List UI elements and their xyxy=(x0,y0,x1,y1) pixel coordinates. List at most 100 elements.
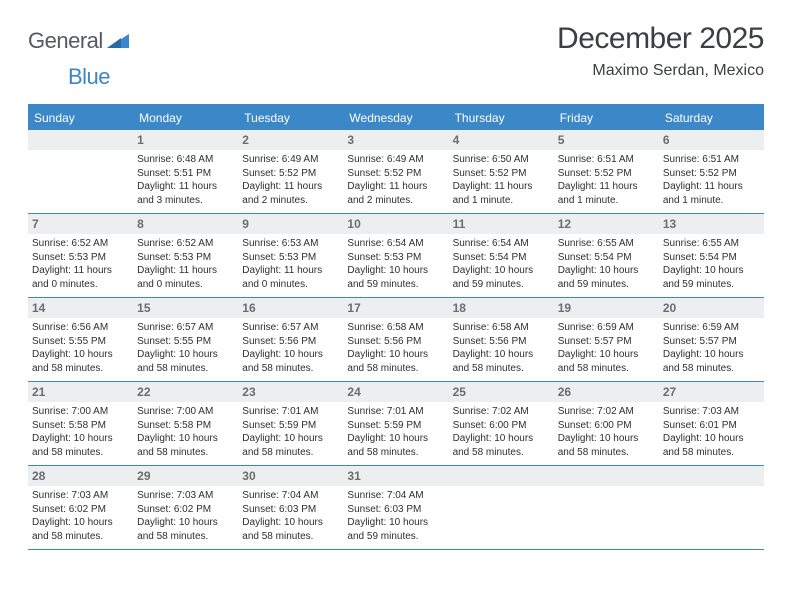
day-detail-line: and 58 minutes. xyxy=(32,362,129,376)
day-detail-line: Sunrise: 6:51 AM xyxy=(558,153,655,167)
day-detail-line: Daylight: 11 hours xyxy=(453,180,550,194)
day-detail-line xyxy=(663,530,760,544)
day-cell: 24Sunrise: 7:01 AMSunset: 5:59 PMDayligh… xyxy=(343,382,448,465)
brand-part1: General xyxy=(28,28,103,54)
day-number: 2 xyxy=(238,130,343,150)
day-cell: 27Sunrise: 7:03 AMSunset: 6:01 PMDayligh… xyxy=(659,382,764,465)
day-detail-line: Sunrise: 6:53 AM xyxy=(242,237,339,251)
day-detail-line xyxy=(663,489,760,503)
day-cell: 2Sunrise: 6:49 AMSunset: 5:52 PMDaylight… xyxy=(238,130,343,213)
day-detail-line: Sunset: 5:56 PM xyxy=(453,335,550,349)
day-cell: 26Sunrise: 7:02 AMSunset: 6:00 PMDayligh… xyxy=(554,382,659,465)
day-cell xyxy=(449,466,554,549)
day-detail-line: Daylight: 10 hours xyxy=(32,348,129,362)
day-detail-line: Sunset: 5:53 PM xyxy=(32,251,129,265)
day-number: 28 xyxy=(28,466,133,486)
day-detail-line xyxy=(663,503,760,517)
day-detail-line: Daylight: 10 hours xyxy=(32,432,129,446)
day-detail-line: Sunrise: 6:58 AM xyxy=(347,321,444,335)
day-detail-line: Sunset: 5:53 PM xyxy=(347,251,444,265)
day-detail-line: Sunrise: 6:52 AM xyxy=(32,237,129,251)
day-detail-line: Daylight: 10 hours xyxy=(663,432,760,446)
day-cell: 21Sunrise: 7:00 AMSunset: 5:58 PMDayligh… xyxy=(28,382,133,465)
day-detail-line: Sunrise: 7:03 AM xyxy=(32,489,129,503)
day-detail-line xyxy=(453,503,550,517)
day-detail-line: Sunrise: 7:03 AM xyxy=(663,405,760,419)
week-row: 7Sunrise: 6:52 AMSunset: 5:53 PMDaylight… xyxy=(28,214,764,298)
day-cell: 8Sunrise: 6:52 AMSunset: 5:53 PMDaylight… xyxy=(133,214,238,297)
day-detail-line: Daylight: 10 hours xyxy=(32,516,129,530)
day-detail-line: Sunrise: 7:04 AM xyxy=(347,489,444,503)
day-detail-line: and 58 minutes. xyxy=(242,446,339,460)
day-detail-line: Sunset: 6:02 PM xyxy=(137,503,234,517)
day-detail-line: Sunrise: 7:00 AM xyxy=(137,405,234,419)
day-detail-line: and 59 minutes. xyxy=(347,530,444,544)
day-detail-line: Daylight: 11 hours xyxy=(137,264,234,278)
day-detail-line: Sunset: 5:52 PM xyxy=(453,167,550,181)
day-cell: 18Sunrise: 6:58 AMSunset: 5:56 PMDayligh… xyxy=(449,298,554,381)
day-cell: 3Sunrise: 6:49 AMSunset: 5:52 PMDaylight… xyxy=(343,130,448,213)
day-cell: 15Sunrise: 6:57 AMSunset: 5:55 PMDayligh… xyxy=(133,298,238,381)
day-cell: 4Sunrise: 6:50 AMSunset: 5:52 PMDaylight… xyxy=(449,130,554,213)
day-cell: 23Sunrise: 7:01 AMSunset: 5:59 PMDayligh… xyxy=(238,382,343,465)
weeks-container: 1Sunrise: 6:48 AMSunset: 5:51 PMDaylight… xyxy=(28,130,764,550)
day-number: 9 xyxy=(238,214,343,234)
day-detail-line: Sunrise: 7:02 AM xyxy=(558,405,655,419)
day-detail-line xyxy=(453,489,550,503)
title-block: December 2025 Maximo Serdan, Mexico xyxy=(557,22,764,80)
day-detail-line: Sunset: 6:03 PM xyxy=(242,503,339,517)
day-detail-line: Sunrise: 6:52 AM xyxy=(137,237,234,251)
day-detail-line: Sunrise: 6:57 AM xyxy=(137,321,234,335)
day-detail-line: and 58 minutes. xyxy=(32,446,129,460)
day-detail-line: Sunrise: 7:03 AM xyxy=(137,489,234,503)
day-detail-line: Sunrise: 7:01 AM xyxy=(347,405,444,419)
day-number: 17 xyxy=(343,298,448,318)
day-detail-line: and 0 minutes. xyxy=(242,278,339,292)
day-number: 16 xyxy=(238,298,343,318)
day-detail-line: Daylight: 10 hours xyxy=(347,516,444,530)
day-detail-line: Sunset: 6:01 PM xyxy=(663,419,760,433)
day-cell: 20Sunrise: 6:59 AMSunset: 5:57 PMDayligh… xyxy=(659,298,764,381)
day-detail-line: Sunset: 5:59 PM xyxy=(242,419,339,433)
day-detail-line: Daylight: 10 hours xyxy=(242,432,339,446)
brand-logo: General xyxy=(28,22,131,54)
day-detail-line: Sunrise: 7:04 AM xyxy=(242,489,339,503)
day-cell: 16Sunrise: 6:57 AMSunset: 5:56 PMDayligh… xyxy=(238,298,343,381)
day-cell: 28Sunrise: 7:03 AMSunset: 6:02 PMDayligh… xyxy=(28,466,133,549)
week-row: 14Sunrise: 6:56 AMSunset: 5:55 PMDayligh… xyxy=(28,298,764,382)
day-detail-line xyxy=(453,530,550,544)
day-detail-line: and 58 minutes. xyxy=(137,530,234,544)
day-detail-line: Sunrise: 6:58 AM xyxy=(453,321,550,335)
day-number: 7 xyxy=(28,214,133,234)
day-detail-line: Sunrise: 6:49 AM xyxy=(347,153,444,167)
day-number xyxy=(449,466,554,486)
day-number: 4 xyxy=(449,130,554,150)
day-detail-line: Sunset: 5:53 PM xyxy=(242,251,339,265)
day-number: 31 xyxy=(343,466,448,486)
day-detail-line: Sunset: 6:00 PM xyxy=(558,419,655,433)
day-cell xyxy=(659,466,764,549)
weekday-sun: Sunday xyxy=(28,106,133,130)
day-detail-line: Sunset: 5:56 PM xyxy=(242,335,339,349)
day-detail-line: and 2 minutes. xyxy=(347,194,444,208)
day-number: 12 xyxy=(554,214,659,234)
day-detail-line xyxy=(558,489,655,503)
day-detail-line: Daylight: 10 hours xyxy=(558,348,655,362)
day-detail-line xyxy=(32,180,129,194)
day-detail-line: Sunset: 6:03 PM xyxy=(347,503,444,517)
day-cell: 6Sunrise: 6:51 AMSunset: 5:52 PMDaylight… xyxy=(659,130,764,213)
week-row: 21Sunrise: 7:00 AMSunset: 5:58 PMDayligh… xyxy=(28,382,764,466)
day-cell: 12Sunrise: 6:55 AMSunset: 5:54 PMDayligh… xyxy=(554,214,659,297)
day-number xyxy=(659,466,764,486)
day-detail-line: and 1 minute. xyxy=(663,194,760,208)
calendar-grid: Sunday Monday Tuesday Wednesday Thursday… xyxy=(28,104,764,550)
day-detail-line: Sunrise: 6:54 AM xyxy=(347,237,444,251)
day-detail-line: Daylight: 11 hours xyxy=(663,180,760,194)
weekday-header: Sunday Monday Tuesday Wednesday Thursday… xyxy=(28,106,764,130)
day-detail-line xyxy=(32,194,129,208)
day-detail-line: Daylight: 10 hours xyxy=(558,432,655,446)
day-cell: 11Sunrise: 6:54 AMSunset: 5:54 PMDayligh… xyxy=(449,214,554,297)
location-label: Maximo Serdan, Mexico xyxy=(557,62,764,80)
day-cell: 1Sunrise: 6:48 AMSunset: 5:51 PMDaylight… xyxy=(133,130,238,213)
day-number: 24 xyxy=(343,382,448,402)
